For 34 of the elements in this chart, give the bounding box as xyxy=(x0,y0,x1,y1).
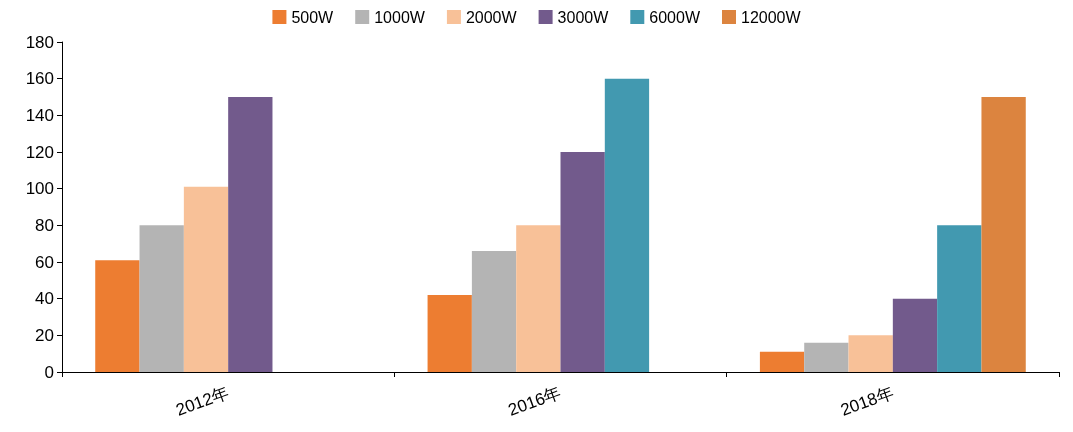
bar xyxy=(183,186,229,372)
bar xyxy=(560,152,605,372)
bar xyxy=(759,351,805,372)
bar xyxy=(139,225,184,372)
y-tick-label: 20 xyxy=(35,325,54,345)
bar xyxy=(804,342,849,372)
bar xyxy=(604,78,650,372)
x-tick-label: 2018年 xyxy=(838,383,897,420)
legend-label: 1000W xyxy=(374,8,426,26)
y-tick-label: 0 xyxy=(44,362,54,382)
x-tick-label: 2012年 xyxy=(173,383,232,420)
y-tick-label: 80 xyxy=(35,215,54,235)
bar xyxy=(981,97,1026,372)
bar xyxy=(892,298,938,372)
y-tick-label: 140 xyxy=(25,105,54,125)
y-tick-label: 180 xyxy=(25,32,54,52)
bar xyxy=(228,97,273,372)
bar xyxy=(95,260,140,372)
y-tick-label: 120 xyxy=(25,142,54,162)
y-tick-label: 40 xyxy=(35,289,54,309)
bar xyxy=(471,251,517,372)
bar xyxy=(516,225,561,372)
y-tick-label: 60 xyxy=(35,252,54,272)
bar xyxy=(848,335,893,372)
legend-label: 6000W xyxy=(649,8,701,26)
y-tick-label: 160 xyxy=(25,69,54,89)
x-tick-label: 2016年 xyxy=(505,383,564,420)
legend-label: 500W xyxy=(291,8,335,26)
bar xyxy=(427,295,472,372)
legend-label: 2000W xyxy=(465,8,518,26)
bar xyxy=(937,225,982,372)
y-tick-label: 100 xyxy=(25,179,54,199)
legend-label: 3000W xyxy=(557,8,610,26)
legend-label: 12000W xyxy=(740,8,802,26)
